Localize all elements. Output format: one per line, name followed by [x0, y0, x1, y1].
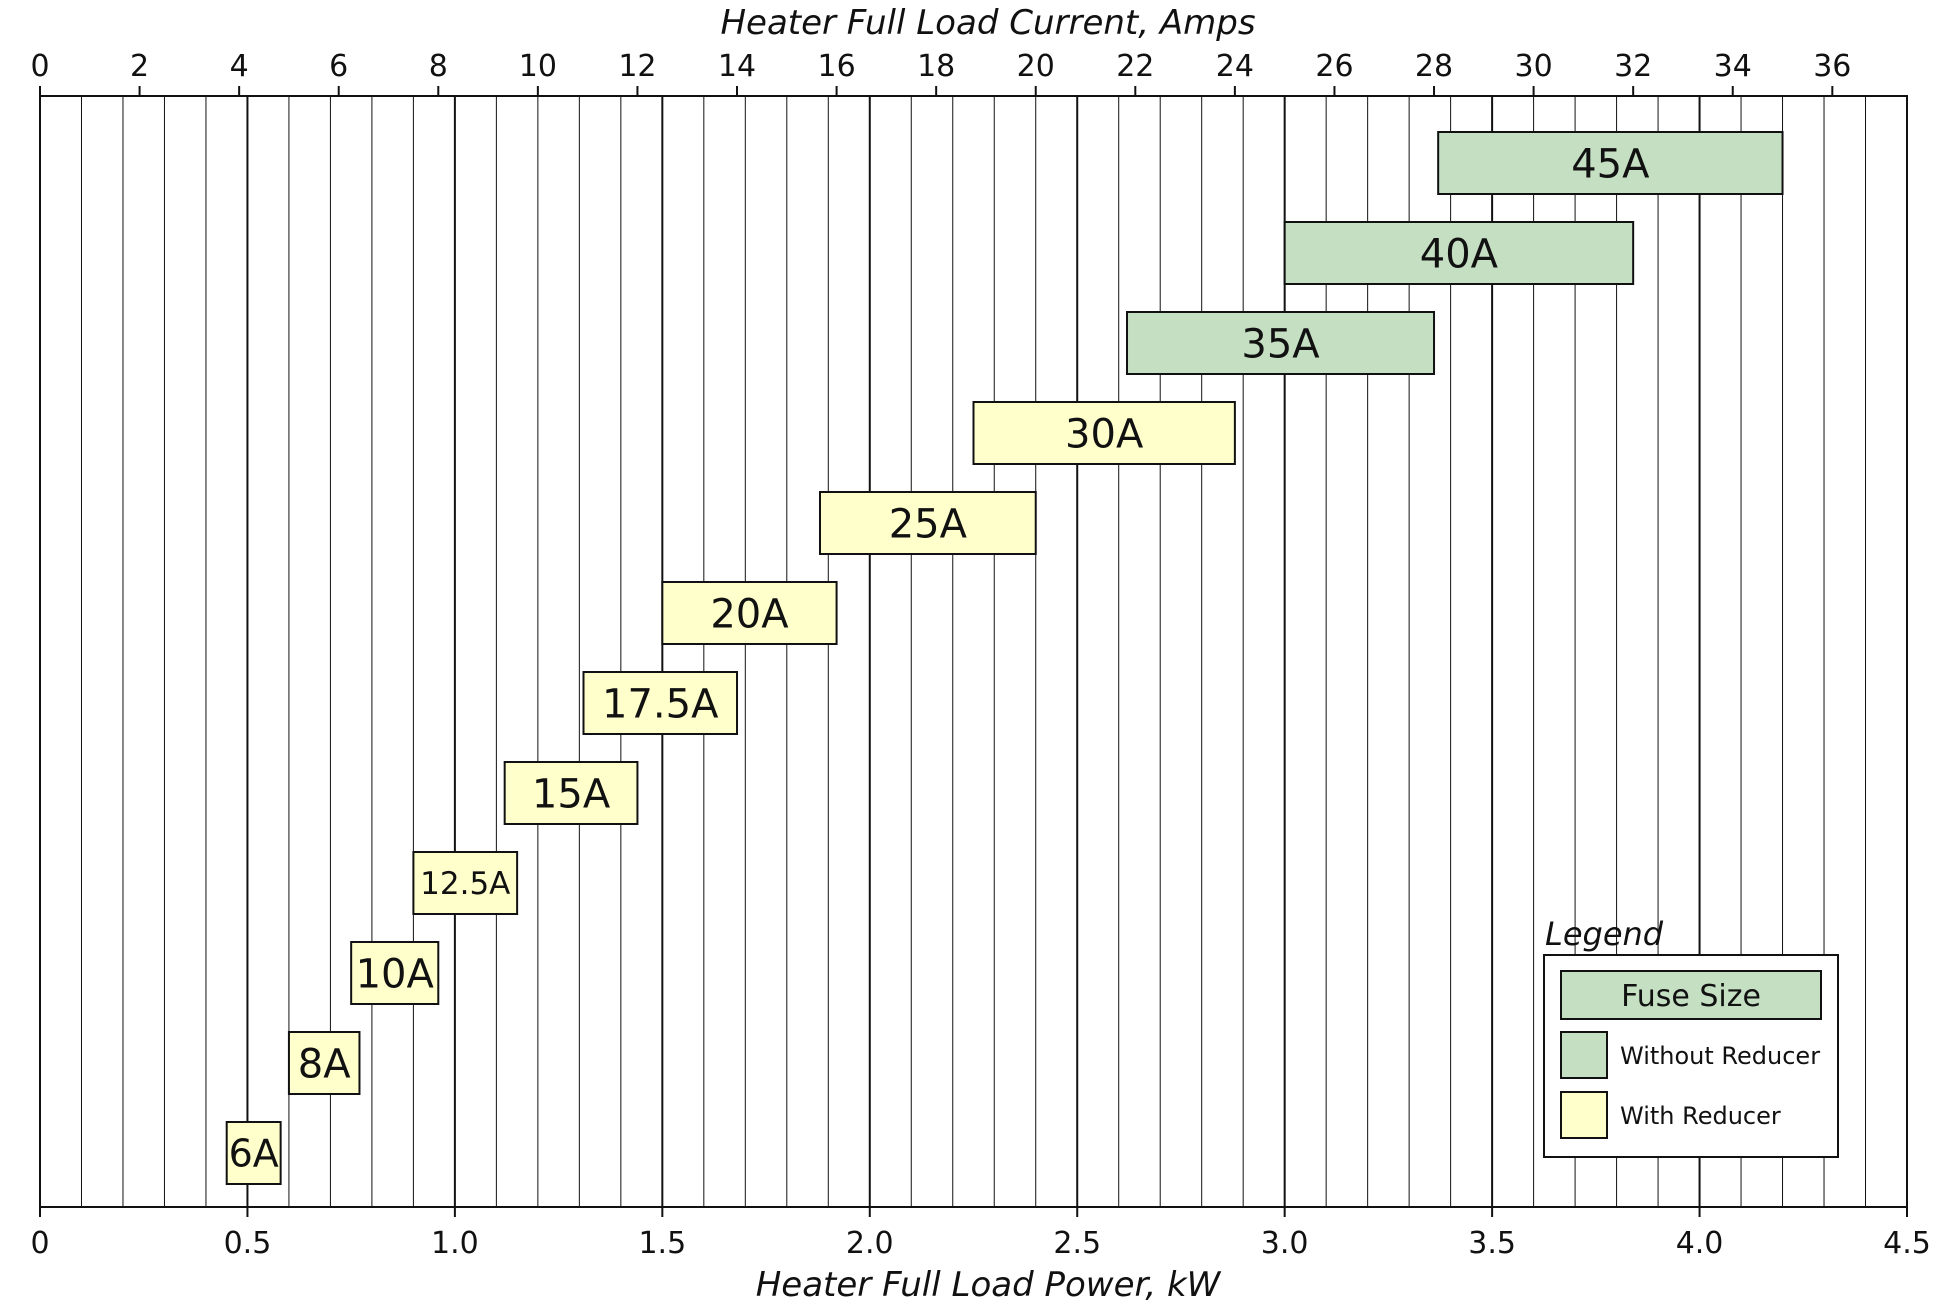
fuse-bar-label: 12.5A: [420, 866, 510, 902]
bottom-tick-label: 1.0: [431, 1226, 479, 1261]
top-tick-label: 22: [1116, 49, 1154, 84]
fuse-bar: [1126, 311, 1436, 375]
legend-label-without-reducer: Without Reducer: [1620, 1042, 1820, 1070]
bottom-tick-label: 0.5: [224, 1226, 272, 1261]
top-tick-label: 4: [230, 49, 249, 84]
top-tick-label: 30: [1515, 49, 1553, 84]
bottom-tick-label: 3.0: [1261, 1226, 1309, 1261]
top-tick-label: 36: [1813, 49, 1851, 84]
bottom-tick-label: 2.0: [846, 1226, 894, 1261]
fuse-bar: [1283, 221, 1635, 285]
top-tick-label: 34: [1714, 49, 1752, 84]
fuse-bar-label: 20A: [710, 591, 789, 637]
fuse-bar-label: 10A: [356, 951, 435, 997]
bottom-tick-label: 0: [30, 1226, 49, 1261]
fuse-bar: [225, 1121, 282, 1185]
bottom-tick-label: 1.5: [638, 1226, 686, 1261]
fuse-bar: [972, 401, 1236, 465]
fuse-bar: [661, 581, 838, 645]
fuse-bar-label: 30A: [1065, 411, 1144, 457]
bottom-tick-label: 2.5: [1053, 1226, 1101, 1261]
plot-frame: [39, 95, 1908, 1208]
top-tick-label: 16: [817, 49, 855, 84]
legend-title: Legend: [1545, 915, 1664, 953]
legend-swatch-with-reducer: [1560, 1091, 1608, 1139]
fuse-bar-label: 40A: [1420, 231, 1499, 277]
fuse-bar: [503, 761, 639, 825]
top-axis-title: Heater Full Load Current, Amps: [720, 3, 1255, 43]
fuse-bar: [1437, 131, 1784, 195]
bottom-axis-title: Heater Full Load Power, kW: [756, 1265, 1222, 1305]
fuse-bar-label: 35A: [1241, 321, 1320, 367]
bottom-tick-label: 4.0: [1676, 1226, 1724, 1261]
top-tick-label: 20: [1017, 49, 1055, 84]
legend-swatch-without-reducer: [1560, 1031, 1608, 1079]
top-tick-label: 26: [1315, 49, 1353, 84]
top-tick-label: 10: [519, 49, 557, 84]
fuse-bar: [350, 941, 440, 1005]
fuse-bar: [412, 851, 519, 915]
fuse-bar-label: 6A: [229, 1132, 279, 1176]
fuse-bar-label: 15A: [532, 771, 611, 817]
top-tick-label: 0: [30, 49, 49, 84]
legend-label-with-reducer: With Reducer: [1620, 1102, 1781, 1130]
fuse-bar-label: 17.5A: [602, 681, 719, 727]
fuse-bar-label: 8A: [298, 1041, 351, 1087]
top-tick-label: 24: [1216, 49, 1254, 84]
top-tick-label: 6: [329, 49, 348, 84]
axis-ticks: 0 0.5 1.0 1.5 2.0 2.5 3.0 3.5 4.0 4.50 2 4 6 8 10 12 14 1…: [30, 49, 1930, 1261]
fuse-bar-label: 25A: [889, 501, 968, 547]
top-tick-label: 18: [917, 49, 955, 84]
bottom-tick-label: 3.5: [1468, 1226, 1516, 1261]
bottom-tick-label: 4.5: [1883, 1226, 1931, 1261]
top-tick-label: 2: [130, 49, 149, 84]
fuse-bar: [818, 491, 1037, 555]
legend-header-swatch: [1560, 970, 1822, 1020]
top-tick-label: 8: [429, 49, 448, 84]
top-tick-label: 14: [718, 49, 756, 84]
top-tick-label: 28: [1415, 49, 1453, 84]
fuse-bar: [582, 671, 739, 735]
top-tick-label: 12: [618, 49, 656, 84]
fuse-bar-label: 45A: [1571, 141, 1650, 187]
fuse-bar: [287, 1031, 361, 1095]
legend-header: Fuse Size: [1621, 979, 1761, 1014]
top-tick-label: 32: [1614, 49, 1652, 84]
legend: Legend Fuse Size Without Reducer With Re…: [1543, 915, 1839, 1158]
